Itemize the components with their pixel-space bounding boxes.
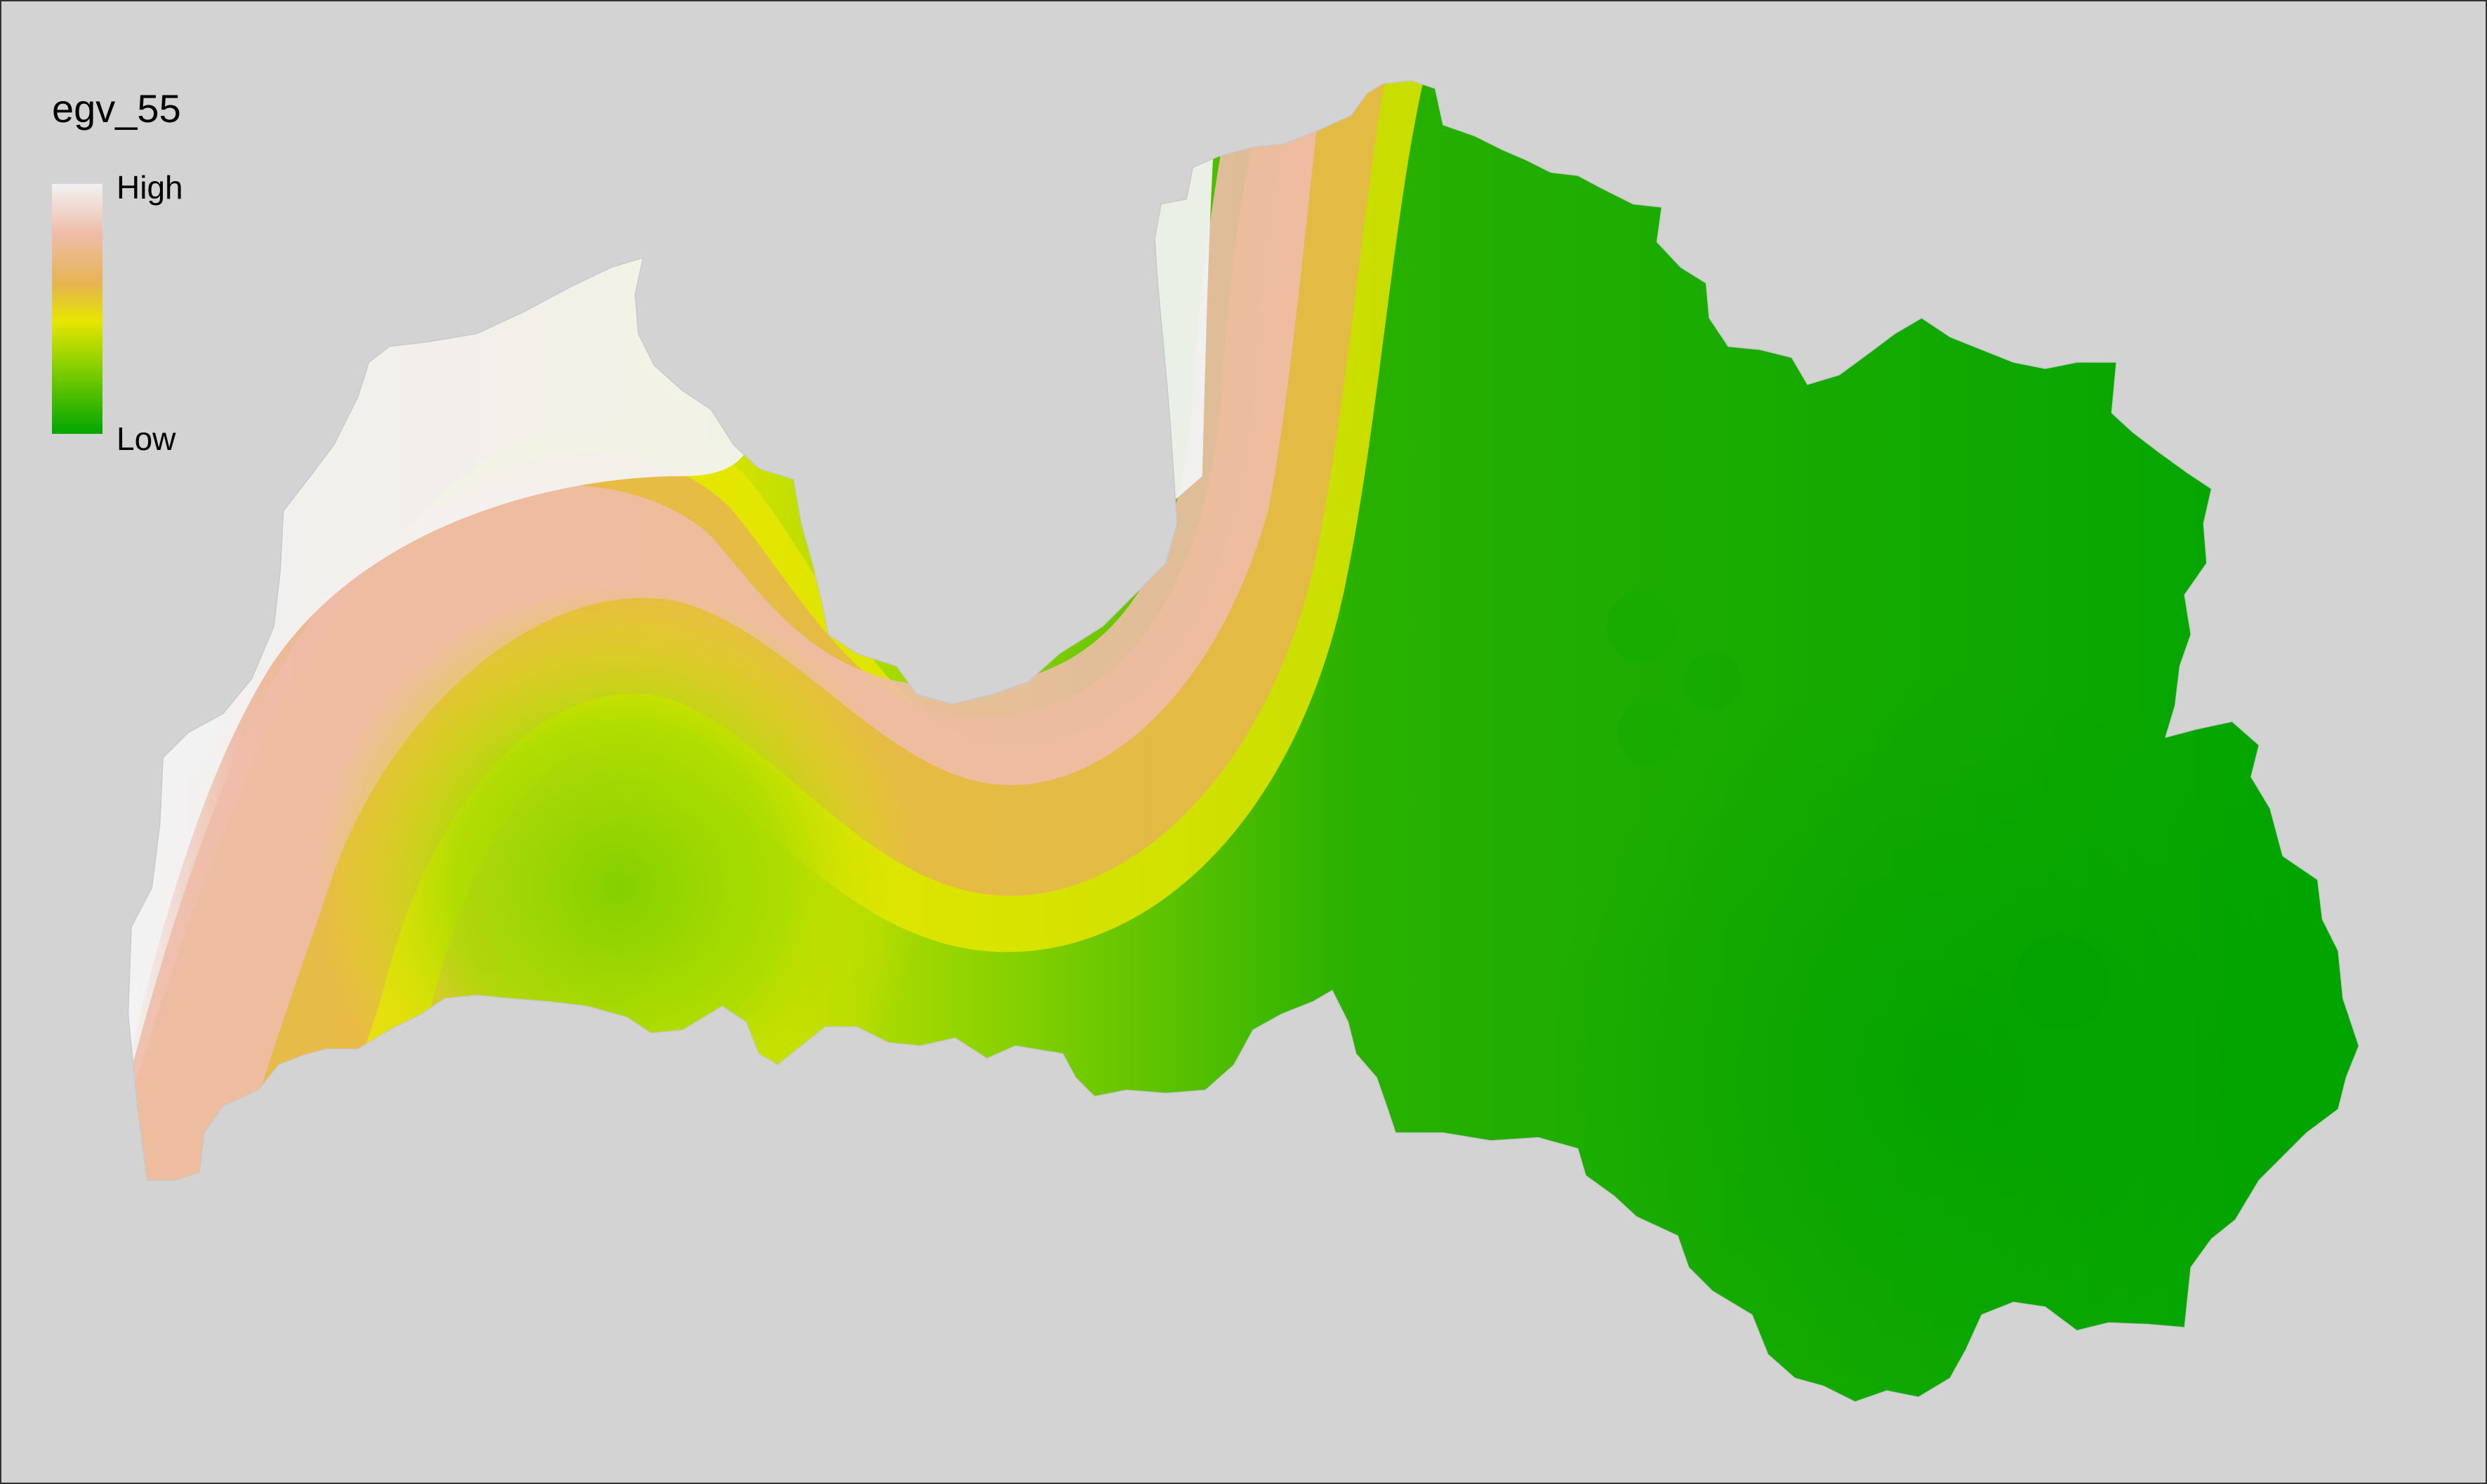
legend-color-ramp bbox=[52, 184, 102, 434]
legend-title: egv_55 bbox=[52, 86, 181, 131]
legend-low-label: Low bbox=[117, 420, 176, 457]
legend-high-label: High bbox=[117, 169, 183, 206]
raster-surface bbox=[128, 80, 2359, 1403]
map-legend: egv_55 High Low bbox=[52, 86, 277, 465]
